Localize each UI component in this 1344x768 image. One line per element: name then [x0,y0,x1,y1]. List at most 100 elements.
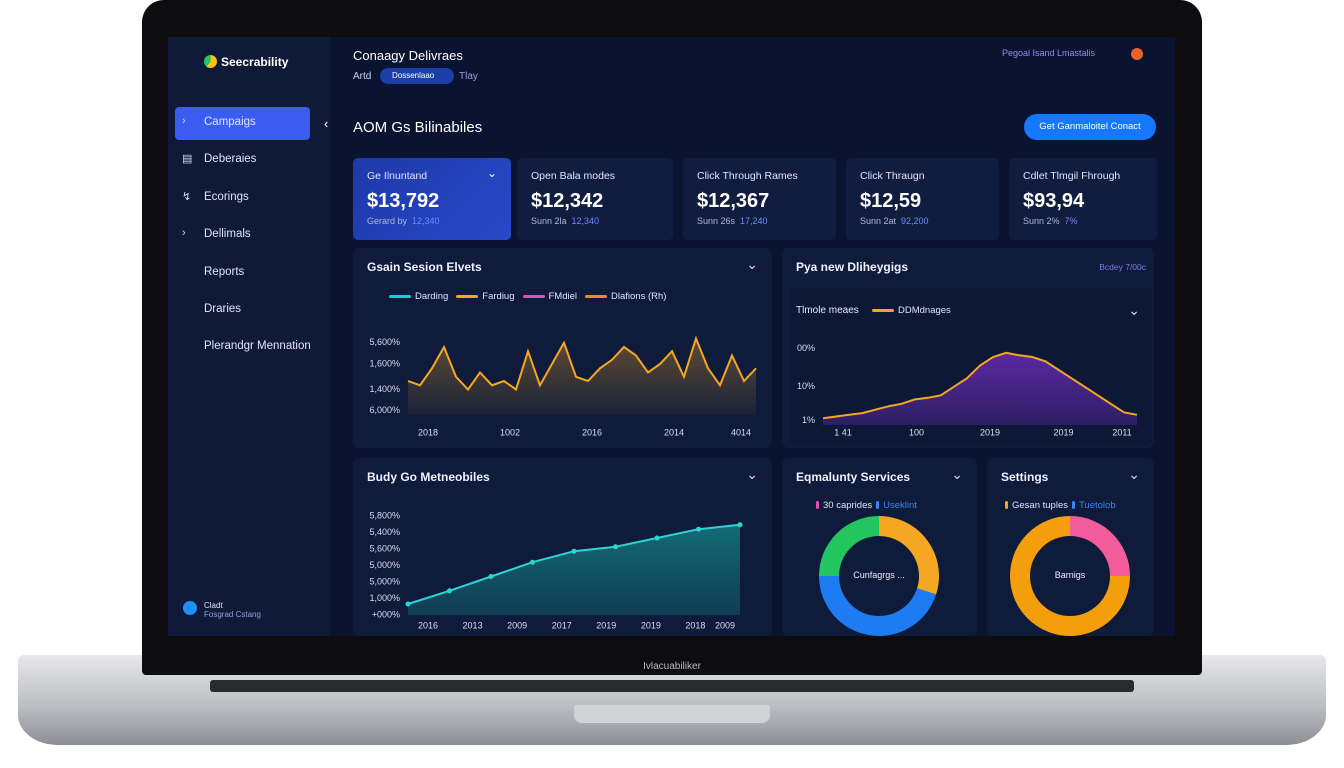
y-tick-label: 5,400% [369,527,400,537]
y-tick-label: 5,600% [369,337,400,347]
nav-item[interactable]: Reports [204,266,245,278]
area [408,338,756,415]
kpi-sub-label: Gerard by [367,216,408,226]
nav-item[interactable]: Deberaies [204,153,257,165]
nav-item[interactable]: Plerandgr Mennation [204,340,311,352]
kpi-label: Click Through Rames [697,170,798,182]
donut-segment [1010,516,1130,636]
point [654,535,660,541]
x-tick-label: 2017 [552,620,572,630]
tab-active[interactable] [380,68,454,84]
x-tick-label: 2016 [582,427,602,437]
kpi-value: $13,792 [367,190,440,212]
nav-item[interactable]: Ecorings [204,191,249,203]
legend-label: FMdiel [548,291,578,302]
panel: Pya new Dliheygigs Bcdey 7/00c ⌄ Tlmole mea… [782,248,1154,448]
y-tick-label: 00% [797,343,815,353]
legend-label: Tuetolob [1078,500,1116,511]
x-tick-label: 2016 [418,620,438,630]
kpi-sub: Sunn 2% 7% [1023,216,1078,226]
footer-icon [183,601,197,615]
kpi-sub: Sunn 2la 12,340 [531,216,599,226]
chart [819,516,939,636]
chevron: ⌄ [1128,302,1140,318]
legend-swatch [522,294,545,298]
kpi-label: Open Bala modes [531,170,616,182]
kpi-sub-value: 7% [1064,216,1078,226]
x-tick-label: 1002 [500,427,520,437]
kpi-label: Cdlet Tlmgil Fhrough [1023,170,1121,182]
panel: Gsain Sesion Elvets ⌄ Darding Fardiug FMdiel… [353,248,772,448]
footer-name: Cladt [204,601,223,610]
nav-item[interactable]: Draries [204,303,242,315]
brand: Seecrability [221,55,289,69]
panel-title: Gsain Sesion Elvets [367,260,482,274]
legend-swatch [1005,501,1008,510]
legend: DDMdnages [864,305,951,316]
legend-swatch [816,501,819,510]
panel: Budy Go Metneobiles ⌄ 5,800% 5,400% 5,600% 5,… [353,458,772,636]
legend-swatch [389,294,411,298]
legend-label: Darding [415,291,449,302]
laptop-label: Ivlacuabiliker [643,661,701,672]
nav-icon: › [182,227,186,239]
panel-menu[interactable]: ⌄ [746,256,758,272]
panel-menu[interactable]: ⌄ [951,466,963,482]
kpi-value: $12,59 [860,190,922,212]
active-item[interactable] [175,107,310,140]
line [822,351,1138,420]
donut-segment [878,516,939,595]
kpi-sub-value: 12,340 [412,216,440,226]
tab[interactable]: Tlay [459,71,478,82]
chart: 5,800% 5,400% 5,600% 5,000% 5,000% 1,000% +000… [369,510,743,630]
area [823,352,1137,425]
panel-title: Budy Go Metneobiles [367,470,490,484]
point [571,548,577,554]
brand-icon [204,55,217,68]
header-title: Conaagy Delivraes [353,48,463,63]
x-tick-label: 2019 [980,427,1000,437]
footer-role: Fosgrad Cstang [204,610,261,619]
point [488,574,494,579]
legend: 30 caprides Useklint [812,500,917,511]
y-tick-label: 1,000% [369,593,400,603]
legend-label: Fardiug [482,291,515,302]
legend: Darding Fardiug FMdiel Dlafions (Rh) [381,291,666,302]
chart [1010,516,1130,636]
legend-label: DDMdnages [898,305,951,316]
point [530,559,535,565]
kpi-sub-value: 92,200 [901,216,929,226]
tab[interactable]: Artd [353,71,372,82]
panel-menu[interactable]: ⌄ [746,466,758,482]
donut-center: Cunfagrgs ... [853,570,905,580]
y-tick-label: 1,400% [369,384,400,394]
page-title: AOM Gs Bilinabiles [353,119,483,136]
panel-note: Bcdey 7/00c [1099,262,1146,272]
y-tick-label: 1,600% [369,358,400,368]
y-tick-label: 6,000% [369,405,400,415]
legend-label: Useklint [883,500,917,511]
panel-title: Eqmalunty Services [796,470,911,484]
kpi-label: Click Thraugn [860,170,925,182]
account[interactable]: Pegoal Isand Lmastalis [1002,48,1096,58]
nav-icon: ▤ [182,153,193,165]
nav-item[interactable]: Dellimals [204,228,251,240]
x-tick-label: 2019 [641,620,661,630]
y-tick-label: 5,600% [369,543,400,553]
panel-menu[interactable]: ⌄ [1128,466,1140,482]
cta-button[interactable]: Get Ganmaloitel Conact [1024,114,1156,140]
avatar[interactable] [1131,48,1143,60]
x-tick-label: 2011 [1112,427,1131,437]
kpi-card: Cdlet Tlmgil Fhrough $93,94 Sunn 2% 7% [1009,158,1157,240]
kpi-card: Click Through Rames $12,367 Sunn 26s 17,240 [683,158,836,240]
nav-item[interactable]: Campaigs [204,116,256,128]
tab[interactable]: Dossenlaao [392,71,435,80]
y-tick-label: 5,800% [369,510,400,520]
x-tick-label: 100 [909,427,924,437]
collapse[interactable]: ‹ [324,116,329,131]
point [737,522,743,528]
kpi-card: Click Thraugn $12,59 Sunn 2at 92,200 [846,158,999,240]
x-tick-label: 2009 [715,620,735,630]
panel: Eqmalunty Services ⌄ 30 caprides Useklint Cu… [782,458,977,636]
y-tick-label: 5,000% [369,560,400,570]
